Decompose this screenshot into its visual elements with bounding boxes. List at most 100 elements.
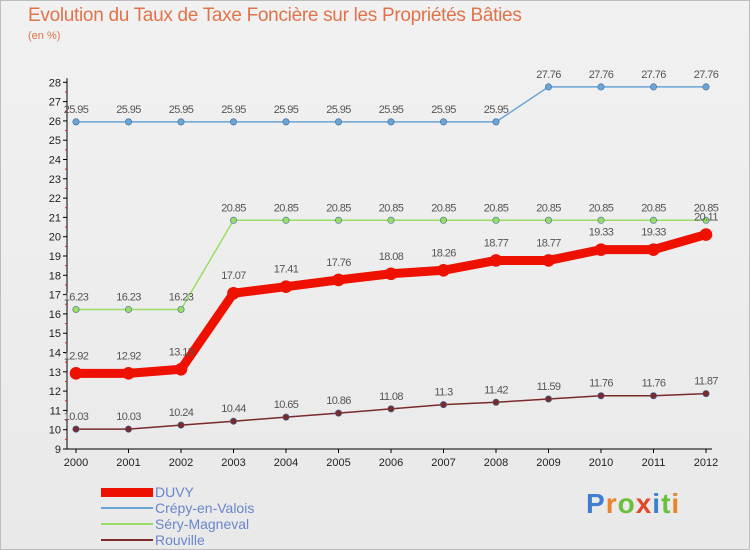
x-tick-label: 2003 <box>221 457 245 469</box>
data-label: 20.85 <box>641 202 666 214</box>
data-label: 20.85 <box>589 202 614 214</box>
data-point <box>439 216 447 224</box>
data-point <box>439 401 447 409</box>
x-tick-label: 2001 <box>116 457 140 469</box>
data-label: 10.65 <box>274 399 299 411</box>
data-point <box>544 216 552 224</box>
data-point <box>594 243 608 256</box>
y-tick-label: 14 <box>49 348 61 360</box>
x-tick-label: 2004 <box>274 457 298 469</box>
data-point <box>702 390 710 398</box>
data-label: 10.03 <box>64 411 89 423</box>
data-point <box>489 254 503 267</box>
x-tick-label: 2006 <box>379 457 403 469</box>
legend-entry: Séry-Magneval <box>101 516 321 532</box>
data-point <box>174 362 188 376</box>
data-point <box>492 216 500 224</box>
x-tick-label: 2002 <box>169 457 193 469</box>
legend-entry: DUVY <box>101 484 321 500</box>
y-tick-label: 24 <box>49 155 61 167</box>
chart-title: Evolution du Taux de Taxe Foncière sur l… <box>28 5 522 26</box>
data-label: 25.95 <box>431 104 456 116</box>
y-tick-label: 27 <box>49 97 61 109</box>
x-tick-label: 2000 <box>64 457 88 469</box>
data-point <box>649 216 657 224</box>
data-label: 12.92 <box>116 350 141 362</box>
data-label: 10.44 <box>221 403 246 415</box>
x-tick-label: 2005 <box>326 457 350 469</box>
data-point <box>544 395 552 403</box>
data-point <box>492 118 500 126</box>
data-point <box>647 243 660 256</box>
data-point <box>122 367 135 380</box>
x-tick-label: 2012 <box>694 457 718 469</box>
data-point <box>69 367 83 380</box>
y-tick-label: 28 <box>49 77 61 89</box>
y-tick-label: 9 <box>55 444 61 456</box>
data-point <box>387 405 395 413</box>
data-label: 20.85 <box>221 202 246 214</box>
logo-letter: o <box>617 488 636 519</box>
data-point <box>702 83 710 91</box>
data-label: 17.76 <box>326 257 351 269</box>
data-label: 11.3 <box>434 387 453 399</box>
data-point <box>72 425 80 433</box>
data-label: 18.08 <box>379 251 404 263</box>
legend-entry: Crépy-en-Valois <box>101 500 321 516</box>
data-label: 20.85 <box>431 202 456 214</box>
data-point <box>282 118 290 126</box>
logo-letter: r <box>605 488 618 519</box>
data-label: 13.13 <box>169 346 194 358</box>
data-label: 19.33 <box>641 227 666 239</box>
data-label: 27.76 <box>536 69 561 81</box>
data-point <box>597 216 605 224</box>
data-label: 25.95 <box>326 104 351 116</box>
data-label: 11.87 <box>694 376 718 388</box>
y-tick-label: 15 <box>49 328 61 340</box>
y-tick-label: 12 <box>49 386 61 398</box>
data-label: 17.41 <box>274 264 299 276</box>
data-point <box>177 421 185 429</box>
data-label: 25.95 <box>64 104 89 116</box>
data-point <box>334 216 342 224</box>
data-point <box>125 305 133 313</box>
proxiti-logo: Proxiti <box>586 488 680 520</box>
data-label: 25.95 <box>274 104 299 116</box>
data-label: 25.95 <box>221 104 246 116</box>
x-tick-label: 2010 <box>589 457 613 469</box>
data-label: 20.11 <box>694 212 718 224</box>
data-label: 25.95 <box>169 104 194 116</box>
data-label: 20.85 <box>694 202 719 214</box>
series-points <box>69 83 713 433</box>
data-label: 16.23 <box>64 291 89 303</box>
data-point <box>492 398 500 406</box>
data-label: 10.24 <box>169 407 194 419</box>
data-label: 16.23 <box>169 291 194 303</box>
logo-letter: t <box>661 488 672 519</box>
x-tick-label: 2011 <box>642 457 666 469</box>
data-point <box>72 118 80 126</box>
data-point <box>282 216 290 224</box>
data-label: 27.76 <box>694 69 719 81</box>
data-point <box>177 305 185 313</box>
y-tick-label: 16 <box>49 309 61 321</box>
data-label: 11.76 <box>589 378 613 390</box>
data-point <box>597 392 605 400</box>
logo-letter: i <box>671 488 681 519</box>
data-point <box>334 409 342 417</box>
y-tick-label: 13 <box>49 367 61 379</box>
data-label: 20.85 <box>326 202 351 214</box>
data-point <box>227 286 240 300</box>
data-label: 19.33 <box>589 227 614 239</box>
y-tick-label: 19 <box>49 251 61 263</box>
data-point <box>702 216 710 224</box>
y-tick-label: 26 <box>49 116 61 128</box>
data-label: 20.85 <box>379 202 404 214</box>
unit-label: (en %) <box>28 30 61 42</box>
data-label: 10.03 <box>116 411 141 423</box>
data-label: 27.76 <box>641 69 666 81</box>
y-tick-label: 23 <box>49 174 61 186</box>
data-point <box>282 413 290 421</box>
data-point <box>125 425 133 433</box>
